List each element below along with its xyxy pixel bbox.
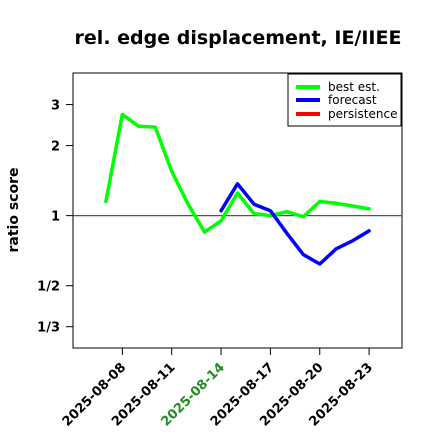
y-axis: 1/3 1/2 1 2 3: [37, 99, 73, 336]
legend-label-persistence: persistence: [328, 107, 397, 121]
y-tick-label: 1: [51, 210, 60, 225]
chart-title: rel. edge displacement, IE/IIEE: [75, 27, 402, 49]
legend-label-best-est: best est.: [328, 80, 380, 94]
plot-frame: [72, 72, 403, 349]
y-tick-label: 1/3: [37, 321, 60, 336]
y-tick-label: 1/2: [37, 280, 60, 295]
series-line-forecast: [219, 182, 371, 266]
y-tick-label: 2: [51, 140, 60, 155]
y-axis-label: ratio score: [6, 168, 22, 253]
y-tick-label: 3: [51, 99, 60, 114]
series-line-best-est: [104, 112, 371, 234]
x-axis: 2025-08-082025-08-112025-08-142025-08-17…: [60, 348, 376, 430]
legend-label-forecast: forecast: [328, 93, 377, 107]
series-layer: [104, 112, 371, 266]
legend: best est. forecast persistence: [287, 73, 402, 127]
